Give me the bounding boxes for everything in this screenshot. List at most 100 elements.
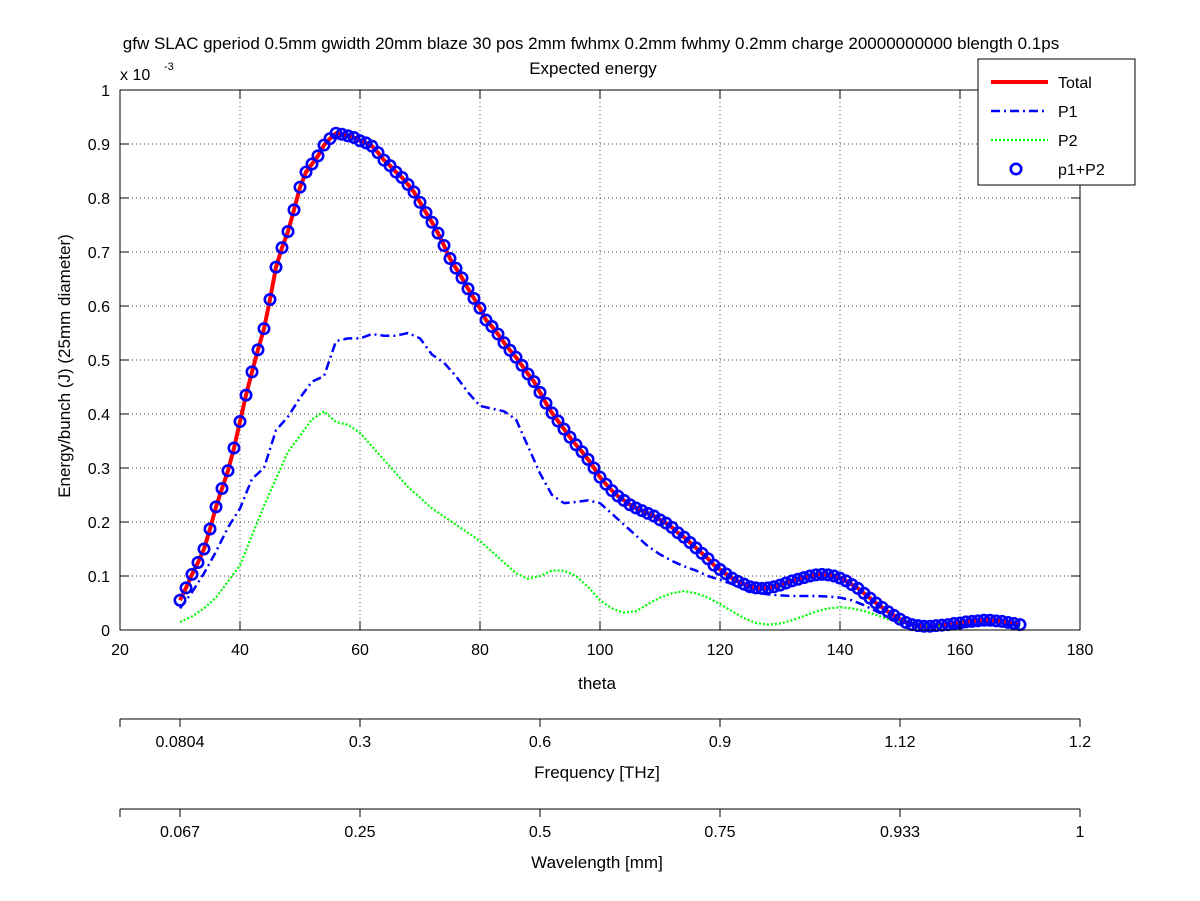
chart-title: gfw SLAC gperiod 0.5mm gwidth 20mm blaze…	[123, 34, 1059, 53]
data-point	[185, 567, 199, 581]
secondary-tick-label: 0.5	[529, 824, 551, 841]
data-point	[923, 619, 937, 633]
data-point	[791, 572, 805, 586]
data-point	[353, 134, 367, 148]
secondary-tick-label: 0.75	[704, 824, 735, 841]
data-point	[299, 165, 313, 179]
data-point	[899, 615, 913, 629]
x-tick-label: 140	[827, 642, 854, 659]
x-tick-label: 80	[471, 642, 489, 659]
secondary-tick-label: 0.6	[529, 734, 551, 751]
x-axis-label: theta	[578, 674, 616, 693]
series-layer	[173, 126, 1027, 633]
series-p2-line	[179, 410, 1021, 629]
secondary-axis-label: Frequency [THz]	[534, 763, 660, 782]
legend-entries: Total P1 P2 p1+P2	[991, 75, 1105, 179]
chart-subtitle: Expected energy	[529, 59, 657, 78]
y-tick-label: 1	[101, 83, 110, 100]
data-point	[809, 568, 823, 582]
data-point	[539, 396, 553, 410]
x-axis: 20 40 60 80 100 120 140 160 180	[111, 90, 1093, 659]
x-tick-label: 120	[707, 642, 734, 659]
data-point	[257, 322, 271, 336]
y-multiplier: x 10 -3	[120, 61, 174, 84]
data-point	[455, 271, 469, 285]
data-point	[1007, 617, 1021, 631]
data-point	[233, 415, 247, 429]
data-point	[989, 614, 1003, 628]
data-point	[959, 615, 973, 629]
data-point	[407, 185, 421, 199]
y-axis: 0 0.1 0.2 0.3 0.4 0.5 0.6 0.7 0.8 0.9 1	[88, 83, 1080, 640]
data-point	[443, 251, 457, 265]
data-point	[413, 195, 427, 209]
data-point	[191, 555, 205, 569]
data-point	[737, 577, 751, 591]
x-tick-label: 180	[1067, 642, 1094, 659]
y-tick-label: 0.9	[88, 137, 110, 154]
secondary-tick-label: 0.0804	[156, 734, 205, 751]
secondary-tick-label: 1.2	[1069, 734, 1091, 751]
data-point	[533, 385, 547, 399]
data-point	[173, 593, 187, 607]
data-point	[581, 452, 595, 466]
data-point	[515, 358, 529, 372]
legend-label: P2	[1058, 133, 1078, 150]
data-point	[239, 388, 253, 402]
frequency-axis: 0.0804 0.3 0.6 0.9 1.12 1.2 Frequency [THz]	[119, 718, 1091, 782]
data-point	[779, 576, 793, 590]
data-point	[179, 581, 193, 595]
data-point	[425, 215, 439, 229]
data-point	[527, 375, 541, 389]
y-tick-label: 0	[101, 623, 110, 640]
y-tick-label: 0.4	[88, 407, 110, 424]
data-point	[803, 569, 817, 583]
secondary-tick-label: 0.067	[160, 824, 200, 841]
data-point	[977, 613, 991, 627]
y-tick-label: 0.3	[88, 461, 110, 478]
data-point	[551, 414, 565, 428]
wavelength-axis: 0.067 0.25 0.5 0.75 0.933 1 Wavelength [mm]	[119, 808, 1085, 872]
secondary-tick-label: 1.12	[884, 734, 915, 751]
data-point	[743, 580, 757, 594]
x-tick-label: 20	[111, 642, 129, 659]
data-point	[431, 226, 445, 240]
y-tick-label: 0.7	[88, 245, 110, 262]
data-point	[911, 619, 925, 633]
data-point	[929, 619, 943, 633]
data-point	[449, 261, 463, 275]
data-point	[329, 126, 343, 140]
data-point	[419, 206, 433, 220]
secondary-tick-label: 0.25	[344, 824, 375, 841]
data-point	[227, 441, 241, 455]
data-point	[1001, 615, 1015, 629]
y-tick-label: 0.6	[88, 299, 110, 316]
data-point	[251, 343, 265, 357]
data-point	[749, 581, 763, 595]
data-point	[293, 180, 307, 194]
data-point	[545, 406, 559, 420]
data-point	[305, 157, 319, 171]
data-point	[341, 129, 355, 143]
data-point	[773, 578, 787, 592]
data-point	[281, 224, 295, 238]
data-point	[245, 365, 259, 379]
data-point	[221, 464, 235, 478]
plot-area: 20 40 60 80 100 120 140 160 180 0 0.1 0.2 0.3 0.4 0.5…	[88, 83, 1094, 659]
y-multiplier-base: x 10	[120, 67, 150, 84]
y-multiplier-exp: -3	[164, 61, 174, 73]
series-p1-p2-markers	[173, 126, 1027, 633]
legend-entry: p1+P2	[1009, 162, 1105, 179]
legend-entry: P2	[991, 133, 1078, 150]
data-point	[509, 350, 523, 364]
x-tick-label: 60	[351, 642, 369, 659]
data-point	[917, 619, 931, 633]
data-point	[311, 149, 325, 163]
data-point	[971, 614, 985, 628]
x-tick-label: 100	[587, 642, 614, 659]
data-point	[815, 567, 829, 581]
y-tick-label: 0.2	[88, 515, 110, 532]
legend-swatch	[1009, 162, 1023, 176]
data-point	[797, 571, 811, 585]
